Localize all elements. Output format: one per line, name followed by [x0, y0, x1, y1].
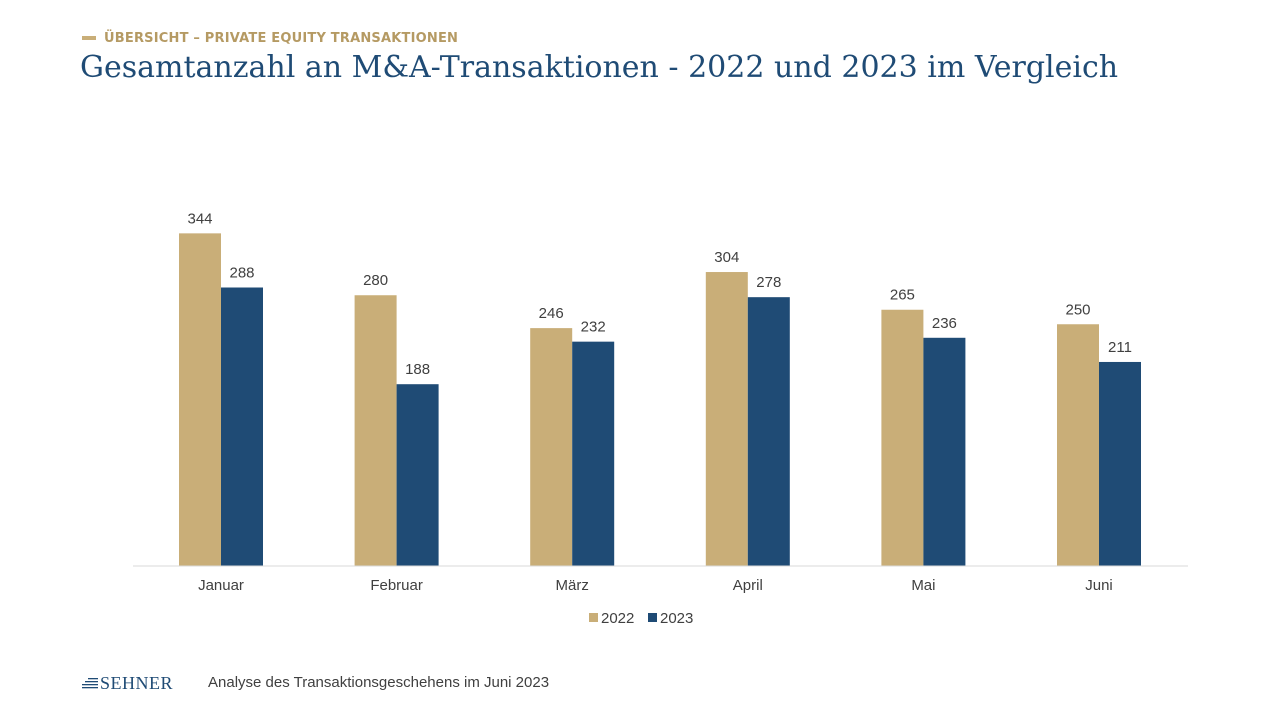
data-label-2023-Mai: 236	[932, 315, 957, 332]
x-tick-label: Mai	[911, 577, 935, 594]
x-tick-label: Februar	[370, 577, 423, 594]
legend-label-2022: 2022	[601, 610, 634, 627]
legend-swatch-2023	[648, 613, 657, 622]
bar-2023-Januar	[221, 287, 263, 566]
x-tick-label: April	[733, 577, 763, 594]
bar-2022-Mai	[881, 309, 924, 566]
bar-2022-Januar	[179, 233, 221, 567]
data-label-2023-April: 278	[756, 274, 781, 291]
bar-2023-Mai	[923, 337, 966, 566]
data-label-2022-Mai: 265	[890, 287, 915, 304]
data-label-2022-Juni: 250	[1065, 301, 1090, 318]
bar-2022-Juni	[1057, 324, 1099, 566]
data-label-2023-Juni: 211	[1108, 339, 1132, 356]
bar-2022-April	[705, 272, 748, 566]
bar-2022-März	[530, 328, 573, 566]
bar-2023-April	[747, 297, 790, 566]
data-label-2023-März: 232	[581, 319, 606, 336]
footer-caption: Analyse des Transaktionsgeschehens im Ju…	[208, 674, 550, 691]
bar-2023-März	[572, 341, 615, 566]
page-title: Gesamtanzahl an M&A-Transaktionen - 2022…	[80, 50, 1119, 85]
x-tick-label: Juni	[1085, 577, 1113, 594]
data-label-2023-Februar: 188	[405, 361, 430, 378]
kicker-bar-icon	[82, 36, 96, 40]
data-label-2022-Januar: 344	[187, 210, 212, 227]
stripes-icon	[82, 678, 98, 689]
x-tick-label: März	[556, 577, 589, 594]
data-label-2022-April: 304	[714, 249, 739, 266]
kicker-text: ÜBERSICHT – PRIVATE EQUITY TRANSAKTIONEN	[104, 30, 459, 46]
bar-2023-Februar	[396, 384, 439, 566]
company-logo: SEHNER	[82, 672, 173, 694]
section-kicker: ÜBERSICHT – PRIVATE EQUITY TRANSAKTIONEN	[82, 29, 458, 47]
bar-2022-Februar	[354, 295, 397, 566]
legend-label-2023: 2023	[660, 610, 693, 627]
data-label-2023-Januar: 288	[229, 265, 254, 282]
legend-swatch-2022	[589, 613, 598, 622]
data-label-2022-Februar: 280	[363, 272, 388, 289]
logo-text: SEHNER	[100, 672, 174, 693]
data-label-2022-März: 246	[539, 305, 564, 322]
x-tick-label: Januar	[198, 577, 244, 594]
bar-2023-Juni	[1099, 361, 1141, 566]
